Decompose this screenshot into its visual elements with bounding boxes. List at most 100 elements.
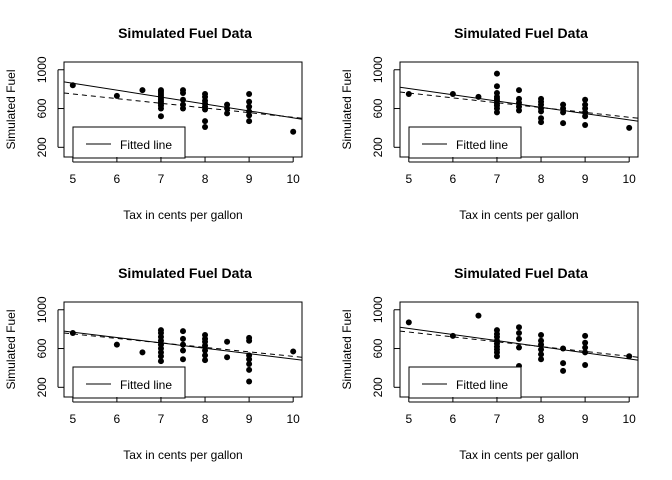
data-point [157, 358, 164, 365]
data-point [582, 101, 589, 108]
data-point [290, 128, 297, 135]
chart-panel-2: Simulated Fuel Data Fitted line 5 6 7 8 9 10 200… [340, 25, 639, 222]
data-point [157, 113, 164, 120]
chart-title: Simulated Fuel Data [118, 265, 252, 281]
y-tick-label: 600 [371, 338, 385, 358]
data-point [560, 367, 567, 374]
data-point [516, 87, 522, 94]
data-point [202, 90, 209, 97]
data-point [449, 332, 456, 339]
data-point [290, 348, 297, 355]
legend-box [408, 126, 522, 159]
x-tick-label: 5 [69, 412, 76, 426]
x-tick-label: 5 [69, 172, 76, 186]
data-point [157, 87, 164, 94]
data-point [405, 319, 412, 326]
data-point [180, 96, 186, 103]
y-tick-label: 600 [371, 98, 385, 118]
data-point [582, 349, 589, 356]
data-point [224, 101, 231, 108]
x-tick-label: 9 [582, 412, 589, 426]
chart-title: Simulated Fuel Data [454, 265, 588, 281]
data-point [202, 123, 209, 130]
data-point [493, 70, 500, 77]
x-tick-label: 6 [114, 412, 121, 426]
data-point [224, 354, 231, 361]
data-point [246, 378, 253, 385]
data-point [246, 366, 253, 373]
data-point [516, 335, 522, 342]
data-point [246, 103, 253, 110]
data-point [202, 352, 209, 359]
data-point [538, 95, 545, 102]
y-tick-label: 200 [35, 137, 49, 157]
data-point [493, 327, 500, 334]
fitted-line [400, 326, 638, 361]
x-axis-label: Tax in cents per gallon [123, 448, 242, 462]
x-tick-label: 8 [202, 412, 209, 426]
data-point [180, 87, 186, 94]
data-point [405, 90, 412, 97]
x-tick-label: 5 [405, 172, 412, 186]
data-point [516, 95, 522, 102]
data-point [493, 90, 500, 97]
data-point [475, 93, 482, 100]
data-point [516, 330, 522, 337]
legend-label: Fitted line [456, 378, 508, 392]
y-axis-label: Simulated Fuel [4, 309, 18, 389]
chart-title: Simulated Fuel Data [118, 25, 252, 41]
data-point [180, 341, 186, 348]
data-point [202, 357, 209, 364]
y-axis-label: Simulated Fuel [340, 309, 354, 389]
x-tick-label: 6 [450, 172, 457, 186]
chart-panel-4: Simulated Fuel Data Fitted line 5 6 7 8 9 10 200… [340, 265, 639, 462]
data-point [449, 90, 456, 97]
y-tick-label: 600 [35, 98, 49, 118]
x-tick-label: 10 [287, 172, 301, 186]
legend-label: Fitted line [456, 138, 508, 152]
x-tick-label: 9 [246, 412, 253, 426]
data-point [202, 118, 209, 125]
data-point [582, 362, 589, 369]
data-point [113, 92, 120, 99]
data-point [224, 338, 231, 345]
legend-box [72, 126, 186, 159]
y-tick-label: 200 [371, 377, 385, 397]
data-point [224, 110, 231, 117]
legend-label: Fitted line [120, 138, 172, 152]
data-point [246, 334, 253, 341]
data-point [139, 87, 146, 94]
data-point [516, 344, 522, 351]
data-point [180, 356, 186, 363]
data-point [180, 101, 186, 108]
y-tick-label: 1000 [371, 56, 385, 83]
x-tick-label: 9 [582, 172, 589, 186]
y-tick-label: 600 [35, 338, 49, 358]
legend-box [408, 366, 522, 399]
y-tick-label: 1000 [35, 296, 49, 323]
x-axis-label: Tax in cents per gallon [459, 208, 578, 222]
data-point [538, 337, 545, 344]
data-point [582, 339, 589, 346]
x-axis-label: Tax in cents per gallon [459, 448, 578, 462]
data-point [560, 120, 567, 127]
chart-panel-3: Simulated Fuel Data Fitted line 5 6 7 8 9 10 200… [4, 265, 303, 462]
data-point [582, 332, 589, 339]
legend-box [72, 366, 186, 399]
x-tick-label: 6 [114, 172, 121, 186]
y-axis-label: Simulated Fuel [340, 69, 354, 149]
data-point [180, 347, 186, 354]
data-point [560, 101, 567, 108]
x-tick-label: 9 [246, 172, 253, 186]
data-point [560, 345, 567, 352]
data-point [180, 328, 186, 335]
data-point [626, 353, 633, 360]
data-point [582, 122, 589, 129]
data-point [475, 312, 482, 319]
data-point [626, 124, 633, 131]
data-point [113, 341, 120, 348]
data-point [560, 360, 567, 367]
x-tick-label: 7 [494, 412, 501, 426]
x-tick-label: 8 [538, 172, 545, 186]
x-tick-label: 8 [538, 412, 545, 426]
